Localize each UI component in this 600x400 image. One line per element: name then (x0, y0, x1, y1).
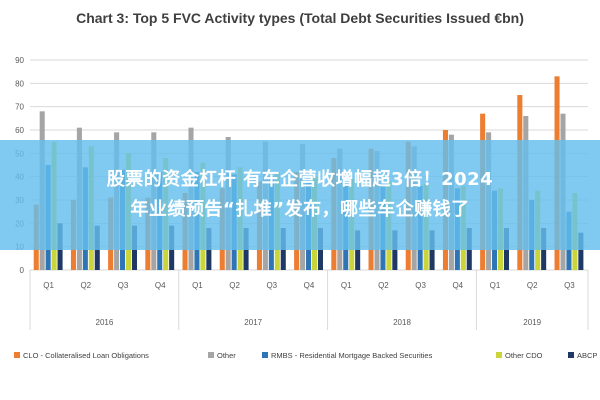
legend: CLO - Collateralised Loan Obligations Oth… (14, 351, 597, 360)
year-label: 2016 (96, 318, 114, 327)
chart-title: Chart 3: Top 5 FVC Activity types (Total… (76, 10, 524, 26)
y-tick-label: 60 (15, 126, 24, 135)
legend-swatch (14, 352, 20, 358)
overlay-headline-line-2: 年业绩预告“扎堆”发布，哪些车企赚钱了 (130, 199, 470, 220)
legend-swatch (208, 352, 214, 358)
bar (578, 232, 584, 270)
bar (429, 230, 435, 270)
year-label: 2018 (393, 318, 411, 327)
x-tick-label: Q1 (341, 281, 352, 290)
overlay-banner[interactable]: 股票的资金杠杆 有车企营收增幅超3倍！2024 年业绩预告“扎堆”发布，哪些车企… (0, 140, 600, 250)
legend-label: Other (217, 351, 236, 360)
y-tick-label: 80 (15, 79, 24, 88)
year-label: 2019 (523, 318, 541, 327)
x-tick-label: Q3 (118, 281, 129, 290)
x-tick-label: Q4 (452, 281, 463, 290)
x-tick-label: Q2 (80, 281, 91, 290)
x-axis-ticks: Q1 Q2 Q3 Q4 Q1 Q2 Q3 Q4 Q1 Q2 Q3 Q4 Q1 Q2 Q3 2016 2017 20… (29, 270, 589, 330)
y-tick-label: 90 (15, 56, 24, 65)
x-tick-label: Q3 (266, 281, 277, 290)
bar (355, 230, 361, 270)
legend-label: ABCP (577, 351, 597, 360)
overlay-headline-line-1: 股票的资金杠杆 有车企营收增幅超3倍！2024 (106, 169, 494, 190)
x-tick-label: Q1 (43, 281, 54, 290)
x-tick-label: Q4 (155, 281, 166, 290)
x-tick-label: Q2 (527, 281, 538, 290)
x-tick-label: Q2 (229, 281, 240, 290)
legend-label: CLO - Collateralised Loan Obligations (23, 351, 149, 360)
x-tick-label: Q3 (564, 281, 575, 290)
x-tick-label: Q2 (378, 281, 389, 290)
legend-label: Other CDO (505, 351, 543, 360)
year-label: 2017 (244, 318, 262, 327)
x-tick-label: Q4 (304, 281, 315, 290)
x-tick-label: Q3 (415, 281, 426, 290)
bar (392, 230, 398, 270)
y-tick-label: 0 (20, 266, 25, 275)
legend-label: RMBS - Residential Mortgage Backed Secur… (271, 351, 433, 360)
legend-swatch (568, 352, 574, 358)
legend-swatch (262, 352, 268, 358)
y-tick-label: 70 (15, 103, 24, 112)
x-tick-label: Q1 (192, 281, 203, 290)
x-tick-label: Q1 (490, 281, 501, 290)
legend-swatch (496, 352, 502, 358)
